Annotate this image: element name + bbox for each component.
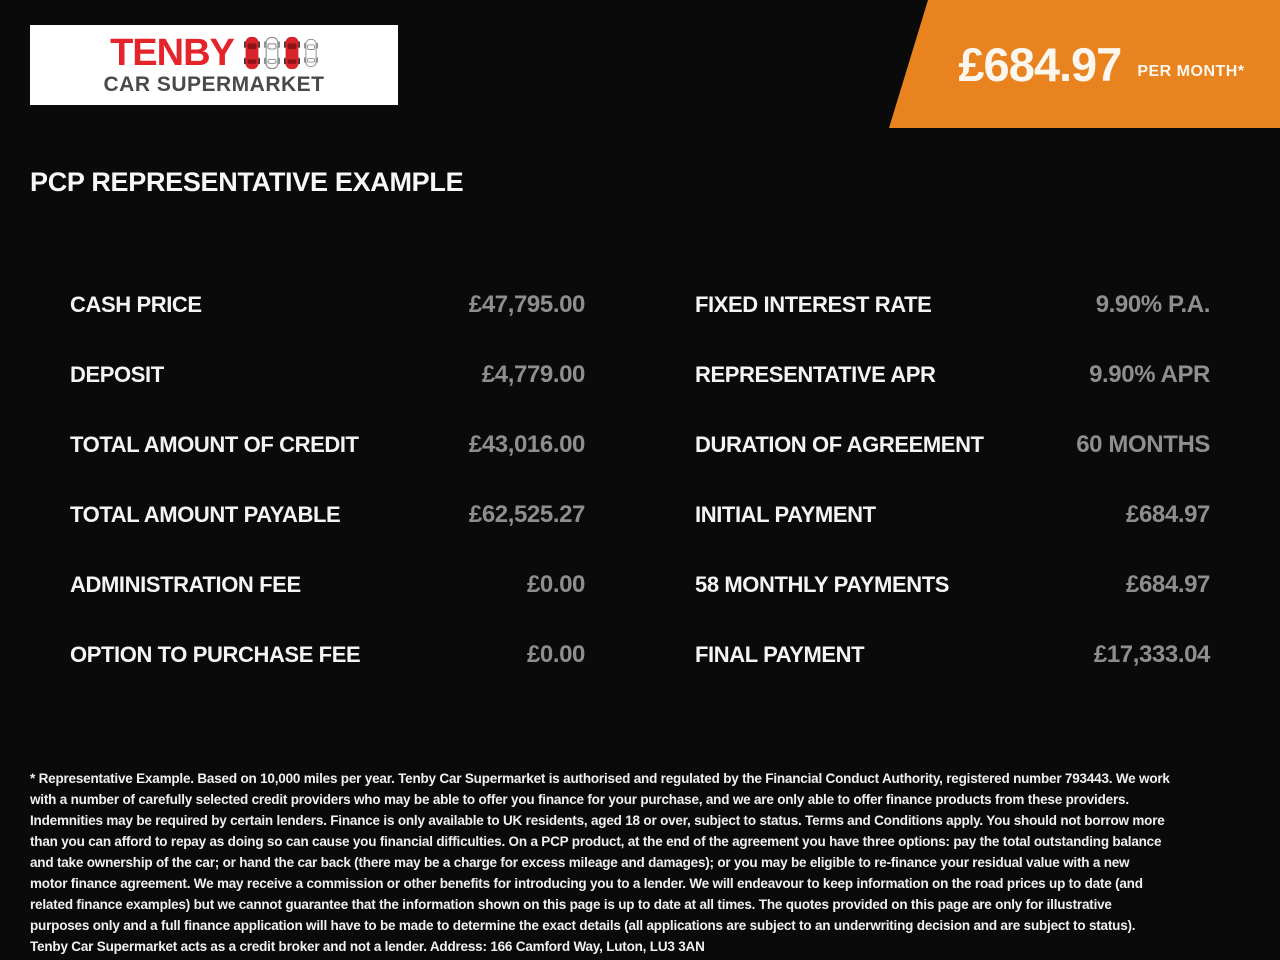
finance-label: TOTAL AMOUNT OF CREDIT (70, 432, 359, 457)
logo-brand-subtitle: CAR SUPERMARKET (103, 72, 325, 96)
finance-value: 9.90% APR (1089, 361, 1210, 388)
finance-value: £0.00 (526, 641, 585, 668)
finance-label: FINAL PAYMENT (695, 642, 865, 667)
finance-label: FIXED INTEREST RATE (695, 292, 932, 317)
finance-value: 9.90% P.A. (1095, 291, 1211, 318)
monthly-price-banner: £684.97 PER MONTH* (889, 0, 1280, 128)
car-red-icon (283, 36, 300, 69)
finance-label: INITIAL PAYMENT (695, 502, 876, 527)
logo-top-row: TENBY (110, 34, 318, 72)
finance-value: £4,779.00 (481, 361, 586, 388)
finance-label: 58 MONTHLY PAYMENTS (695, 572, 950, 597)
finance-label: TOTAL AMOUNT PAYABLE (70, 502, 341, 527)
car-white-icon (303, 38, 318, 67)
finance-row-admin-fee: ADMINISTRATION FEE £0.00 (70, 550, 585, 620)
finance-label: DEPOSIT (70, 362, 164, 387)
finance-row-total-credit: TOTAL AMOUNT OF CREDIT £43,016.00 (70, 410, 585, 480)
dealer-logo: TENBY (30, 25, 398, 105)
finance-value: £47,795.00 (468, 291, 586, 318)
finance-row-cash-price: CASH PRICE £47,795.00 (70, 270, 585, 340)
page-title: PCP REPRESENTATIVE EXAMPLE (30, 167, 464, 197)
logo-brand-name: TENBY (110, 31, 235, 74)
finance-column-left: CASH PRICE £47,795.00 DEPOSIT £4,779.00 … (70, 270, 585, 690)
finance-value: £62,525.27 (468, 501, 586, 528)
finance-value: £684.97 (1126, 571, 1210, 598)
finance-label: REPRESENTATIVE APR (695, 362, 936, 387)
finance-value: £684.97 (1126, 501, 1210, 528)
finance-row-monthly-payments: 58 MONTHLY PAYMENTS £684.97 (695, 550, 1210, 620)
monthly-price-per-label: PER MONTH* (1137, 63, 1245, 80)
car-red-icon (243, 36, 260, 69)
finance-value: £43,016.00 (468, 431, 586, 458)
finance-label: CASH PRICE (70, 292, 202, 317)
monthly-price-value: £684.97 (958, 37, 1122, 91)
finance-value: 60 MONTHS (1076, 431, 1210, 458)
finance-value: £0.00 (526, 571, 585, 598)
logo-car-icons (243, 36, 318, 70)
finance-row-total-payable: TOTAL AMOUNT PAYABLE £62,525.27 (70, 480, 585, 550)
finance-row-option-to-purchase-fee: OPTION TO PURCHASE FEE £0.00 (70, 620, 585, 690)
finance-value: £17,333.04 (1093, 641, 1211, 668)
finance-row-duration: DURATION OF AGREEMENT 60 MONTHS (695, 410, 1210, 480)
finance-label: OPTION TO PURCHASE FEE (70, 642, 361, 667)
finance-row-deposit: DEPOSIT £4,779.00 (70, 340, 585, 410)
legal-disclaimer-text: * Representative Example. Based on 10,00… (30, 771, 1170, 954)
finance-label: ADMINISTRATION FEE (70, 572, 301, 597)
car-white-icon (263, 36, 280, 69)
finance-column-right: FIXED INTEREST RATE 9.90% P.A. REPRESENT… (695, 270, 1210, 690)
finance-row-final-payment: FINAL PAYMENT £17,333.04 (695, 620, 1210, 690)
finance-row-fixed-interest-rate: FIXED INTEREST RATE 9.90% P.A. (695, 270, 1210, 340)
finance-row-representative-apr: REPRESENTATIVE APR 9.90% APR (695, 340, 1210, 410)
finance-row-initial-payment: INITIAL PAYMENT £684.97 (695, 480, 1210, 550)
finance-label: DURATION OF AGREEMENT (695, 432, 984, 457)
